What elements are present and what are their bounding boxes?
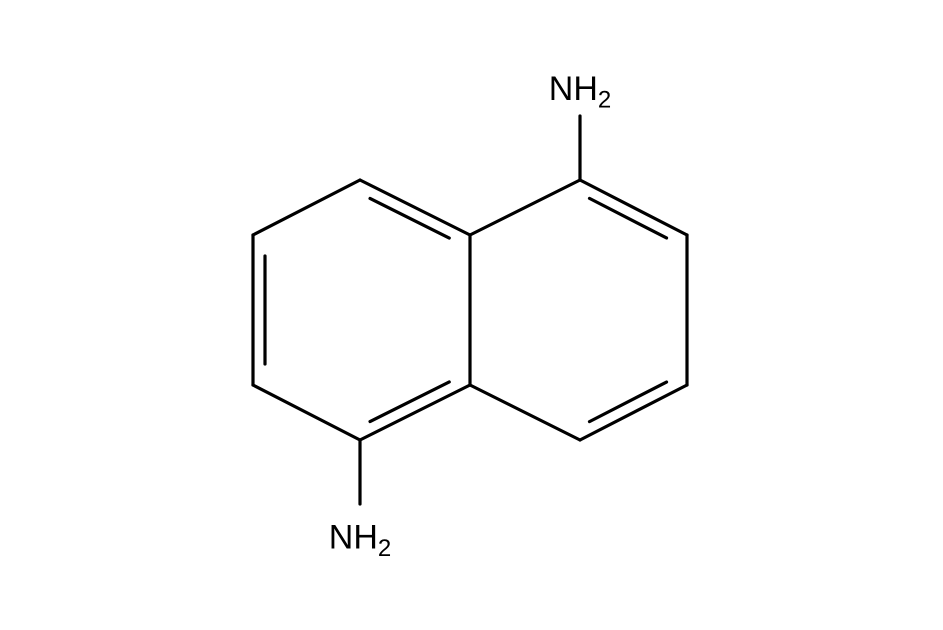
atom-label-subscript: 2 — [378, 535, 391, 562]
bond-line — [360, 180, 470, 235]
atom-label-main: NH — [549, 70, 598, 108]
bond-line — [253, 385, 360, 440]
chemical-structure-diagram: NH2NH2 — [0, 0, 943, 630]
bond-line — [580, 180, 687, 235]
atom-label-subscript: 2 — [598, 87, 611, 114]
bond-line — [470, 180, 580, 235]
bond-line — [360, 385, 470, 440]
atom-label-main: NH — [329, 519, 378, 557]
atom-label: NH2 — [549, 70, 611, 113]
bond-line — [470, 385, 580, 440]
atom-label: NH2 — [329, 519, 391, 562]
bond-line — [253, 180, 360, 235]
bond-line — [580, 385, 687, 440]
